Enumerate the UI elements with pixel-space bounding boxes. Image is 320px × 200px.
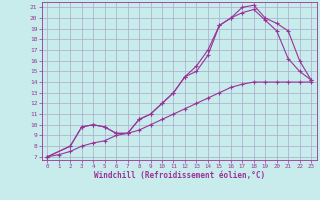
X-axis label: Windchill (Refroidissement éolien,°C): Windchill (Refroidissement éolien,°C) bbox=[94, 171, 265, 180]
